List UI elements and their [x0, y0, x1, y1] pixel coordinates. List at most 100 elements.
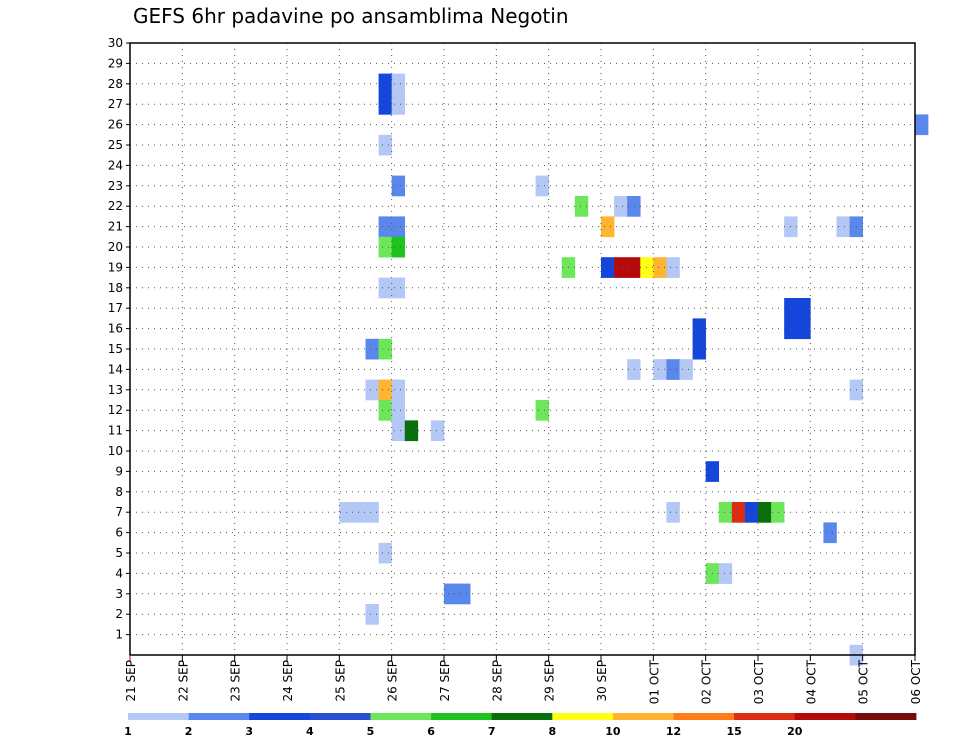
- y-tick-label: 4: [115, 566, 123, 580]
- x-axis: 21 SEP 22 SEP 23 SEP 24 SEP 25 SEP 26 SEP 27 S…: [124, 655, 923, 704]
- precip-cell: [535, 400, 549, 421]
- precip-cell: [614, 257, 628, 278]
- x-tick-label: 26 SEP: [386, 660, 400, 702]
- colorbar-swatch: [552, 713, 614, 720]
- y-tick-label: 12: [108, 403, 123, 417]
- precip-cell: [444, 583, 458, 605]
- colorbar-swatch: [309, 713, 371, 720]
- precip-cell: [601, 257, 615, 278]
- y-tick-label: 28: [108, 77, 123, 91]
- precip-cell: [457, 583, 471, 605]
- y-tick-label: 5: [115, 546, 123, 560]
- grid-lines: [130, 42, 916, 655]
- precip-cell: [823, 522, 837, 544]
- colorbar-swatch: [612, 713, 674, 720]
- precip-cell: [365, 379, 379, 401]
- x-tick-label: 27 SEP: [438, 660, 452, 702]
- y-tick-label: 24: [108, 158, 123, 172]
- precip-cell: [679, 359, 693, 380]
- x-tick-label: 28 SEP: [490, 660, 504, 702]
- precip-cell: [365, 338, 379, 360]
- precip-cell: [797, 318, 811, 340]
- precip-cells: [339, 73, 929, 666]
- colorbar-swatch: [734, 713, 796, 720]
- precip-cell: [627, 257, 641, 278]
- y-tick-label: 8: [115, 485, 123, 499]
- precip-cell: [731, 502, 746, 523]
- y-tick-label: 19: [108, 260, 123, 274]
- y-tick-label: 23: [108, 179, 123, 193]
- precip-cell: [391, 175, 406, 197]
- precip-cell: [771, 502, 785, 523]
- precip-cell: [378, 277, 392, 299]
- x-tick-label: 30 SEP: [595, 660, 609, 702]
- precip-cell: [378, 216, 392, 238]
- y-tick-label: 3: [115, 587, 123, 601]
- colorbar-swatch: [128, 713, 190, 720]
- precip-cell: [378, 542, 392, 564]
- y-tick-label: 7: [115, 505, 123, 519]
- y-tick-label: 14: [108, 362, 123, 376]
- precip-cell: [836, 216, 850, 238]
- x-tick-label: 01 OCT: [647, 659, 661, 704]
- y-tick-label: 2: [115, 607, 123, 621]
- precip-cell: [378, 73, 392, 95]
- x-tick-label: 05 OCT: [857, 659, 871, 704]
- y-tick-label: 27: [108, 97, 123, 111]
- colorbar-label: 10: [605, 725, 621, 738]
- precip-cell: [378, 379, 392, 401]
- colorbar-label: 2: [185, 725, 193, 738]
- y-tick-label: 30: [108, 36, 123, 50]
- precip-cell: [601, 216, 615, 238]
- x-tick-label: 03 OCT: [752, 659, 766, 704]
- colorbar: 1 2 3 4 5 6 7 8 10 12 15 20: [124, 713, 917, 738]
- colorbar-label: 20: [787, 725, 803, 738]
- colorbar-swatch: [491, 713, 553, 720]
- precip-cell: [797, 298, 811, 319]
- chart-title: GEFS 6hr padavine po ansamblima Negotin: [133, 4, 569, 28]
- precip-cell: [391, 94, 406, 115]
- precip-cell: [378, 338, 392, 360]
- y-tick-label: 11: [108, 424, 123, 438]
- precip-cell: [653, 359, 667, 380]
- y-tick-label: 9: [115, 464, 123, 478]
- precip-cell: [391, 236, 406, 258]
- y-tick-label: 10: [108, 444, 123, 458]
- precip-cell: [391, 216, 406, 238]
- y-tick-label: 22: [108, 199, 123, 213]
- precip-cell: [614, 196, 628, 217]
- precip-cell: [365, 604, 379, 625]
- x-tick-label: 25 SEP: [333, 660, 347, 702]
- precip-cell: [718, 563, 733, 584]
- precip-cell: [627, 359, 641, 380]
- precip-cell: [627, 196, 641, 217]
- precip-cell: [758, 502, 772, 523]
- colorbar-swatch: [431, 713, 493, 720]
- colorbar-swatch: [188, 713, 250, 720]
- colorbar-swatch: [794, 713, 856, 720]
- x-tick-label: 24 SEP: [281, 660, 295, 702]
- x-tick-label: 29 SEP: [543, 660, 557, 702]
- colorbar-label: 8: [548, 725, 556, 738]
- colorbar-label: 15: [726, 725, 741, 738]
- colorbar-label: 1: [124, 725, 132, 738]
- y-tick-label: 25: [108, 138, 123, 152]
- precip-cell: [391, 73, 406, 95]
- colorbar-label: 5: [367, 725, 375, 738]
- colorbar-label: 4: [306, 725, 314, 738]
- precip-cell: [378, 134, 392, 156]
- x-tick-label: 04 OCT: [804, 659, 818, 704]
- precip-cell: [430, 420, 445, 442]
- precip-cell: [378, 400, 392, 421]
- y-tick-label: 15: [108, 342, 123, 356]
- x-tick-label: 02 OCT: [700, 659, 714, 704]
- y-tick-label: 13: [108, 383, 123, 397]
- precip-cell: [378, 94, 392, 115]
- colorbar-label: 7: [488, 725, 496, 738]
- precip-cell: [391, 420, 406, 442]
- colorbar-swatch: [855, 713, 917, 720]
- y-tick-label: 16: [108, 322, 123, 336]
- y-tick-label: 21: [108, 220, 123, 234]
- precip-cell: [391, 379, 406, 401]
